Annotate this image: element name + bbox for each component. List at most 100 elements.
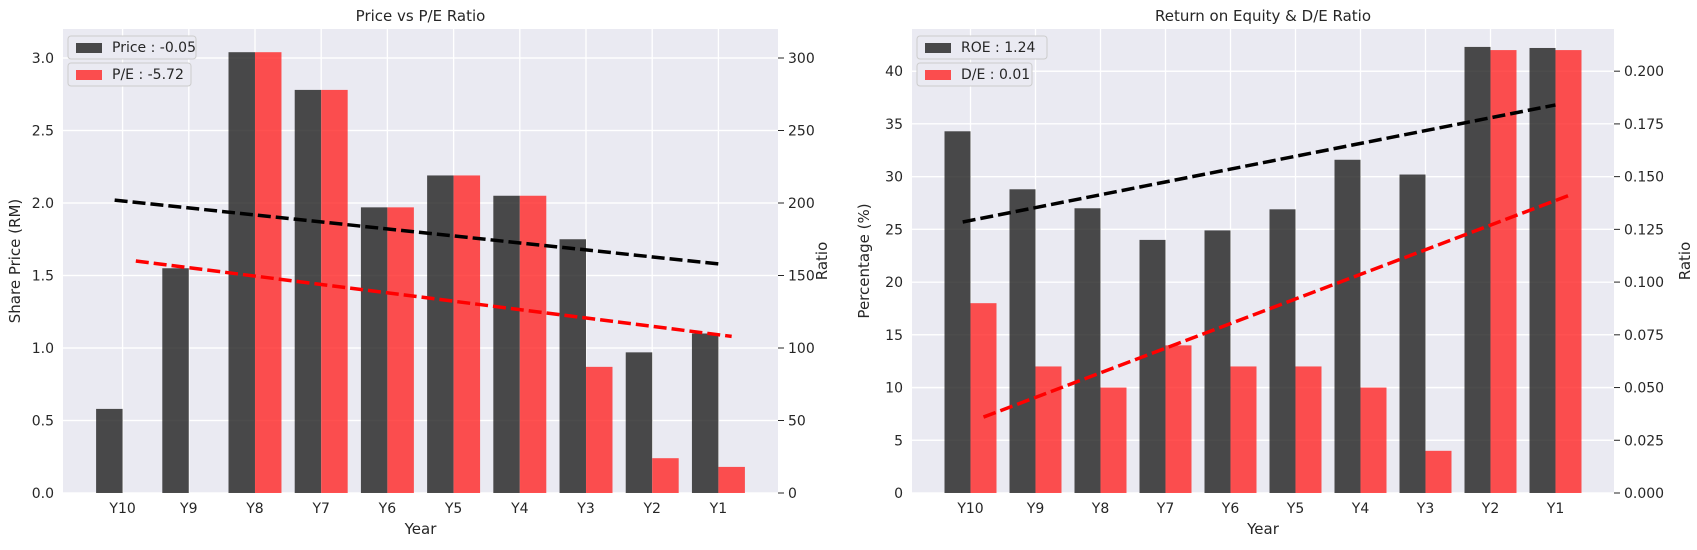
y-tick-label-right: 200	[788, 196, 815, 212]
y-tick-label-right: 0.050	[1624, 381, 1664, 397]
legend-swatch	[76, 43, 102, 53]
legend-secondary: D/E : 0.01	[916, 62, 1033, 87]
x-axis-label: Year	[404, 520, 438, 538]
bar-roe-Y8	[1074, 208, 1101, 494]
bar-de-Y2	[1490, 50, 1517, 493]
chart-panel-2: 0 5 10 15 20 25 30 35 40 0.000 0.025 0.050 0.075 0.10…	[855, 7, 1694, 538]
x-tick-label: Y1	[1546, 501, 1564, 517]
y-tick-label-right: 150	[788, 269, 815, 285]
bar-price-Y4	[493, 195, 520, 493]
legend-secondary: P/E : -5.72	[67, 62, 192, 87]
x-tick-label: Y2	[642, 501, 660, 517]
y-tick-label-left: 25	[885, 222, 903, 238]
y-axis-label-right: Ratio	[813, 242, 831, 281]
y-tick-label-right: 50	[788, 414, 806, 430]
x-tick-label: Y1	[709, 501, 727, 517]
y-tick-label-left: 20	[885, 275, 903, 291]
y-tick-label-right: 250	[788, 124, 815, 140]
x-tick-label: Y2	[1481, 501, 1499, 517]
y-tick-label-left: 10	[885, 381, 903, 397]
y-tick-label-right: 0.175	[1624, 117, 1664, 133]
x-axis-label: Year	[1246, 520, 1280, 538]
bar-de-Y8	[1100, 387, 1127, 493]
y-tick-label-right: 0.200	[1624, 64, 1664, 80]
x-tick-label: Y5	[444, 501, 462, 517]
legend-label: ROE : 1.24	[961, 40, 1035, 56]
bar-price-Y3	[559, 239, 587, 493]
bar-price-Y5	[427, 175, 454, 493]
trend-line-roe	[962, 103, 1556, 224]
bar-roe-Y2	[1464, 46, 1491, 493]
chart-panel-1: 0.0 0.5 1.0 1.5 2.0 2.5 3.0 0 50 100 150 200 250 300 Y…	[6, 7, 831, 538]
bar-pe-Y4	[519, 195, 547, 493]
x-tick-label: Y9	[1026, 501, 1044, 517]
y-tick-label-left: 3.0	[32, 51, 54, 67]
x-tick-label: Y6	[1221, 501, 1240, 517]
y-tick-label-left: 0.5	[32, 414, 54, 430]
y-axis-label-left: Share Price (RM)	[6, 199, 24, 323]
x-tick-label: Y6	[378, 501, 397, 517]
bar-roe-Y5	[1269, 209, 1296, 493]
bar-roe-Y9	[1009, 189, 1036, 494]
bar-price-Y6	[360, 207, 388, 493]
x-tick-label: Y3	[1416, 501, 1434, 517]
y-tick-label-left: 0	[894, 486, 903, 502]
y-axis-label-right: Ratio	[1676, 242, 1694, 281]
legend-primary: ROE : 1.24	[916, 35, 1048, 60]
bar-roe-Y10	[944, 131, 971, 494]
bar-price-Y10	[96, 408, 123, 493]
bar-roe-Y1	[1529, 47, 1556, 494]
x-tick-label: Y10	[108, 501, 135, 517]
trend-line-price	[114, 198, 719, 266]
y-tick-label-right: 0.075	[1624, 328, 1664, 344]
legend-box	[916, 35, 1048, 60]
bar-de-Y7	[1165, 345, 1192, 493]
bar-de-Y5	[1295, 366, 1322, 493]
y-tick-label-left: 5	[894, 433, 903, 449]
y-tick-label-right: 100	[788, 341, 815, 357]
y-tick-label-left: 1.0	[32, 341, 54, 357]
bar-pe-Y8	[254, 52, 282, 493]
x-tick-label: Y7	[1156, 501, 1174, 517]
legend-label: D/E : 0.01	[961, 67, 1030, 83]
bar-price-Y1	[691, 333, 719, 493]
y-tick-label-left: 2.0	[32, 196, 54, 212]
y-tick-label-left: 1.5	[32, 269, 54, 285]
x-tick-label: Y4	[510, 501, 529, 517]
legend-box	[67, 35, 197, 60]
x-tick-label: Y10	[956, 501, 983, 517]
bar-pe-Y3	[586, 366, 613, 493]
bar-de-Y1	[1555, 50, 1582, 493]
y-tick-label-right: 0.100	[1624, 275, 1664, 291]
bar-de-Y4	[1360, 387, 1387, 493]
legend-label: Price : -0.05	[112, 40, 196, 56]
bar-roe-Y7	[1139, 239, 1166, 493]
bar-de-Y9	[1035, 366, 1062, 493]
y-tick-label-left: 30	[885, 170, 903, 186]
legend-box	[67, 62, 192, 87]
y-tick-label-right: 0.025	[1624, 433, 1664, 449]
y-axis-label-left: Percentage (%)	[855, 203, 873, 318]
bar-de-Y6	[1230, 366, 1257, 493]
bar-de-Y3	[1425, 450, 1452, 493]
legend-swatch	[925, 43, 951, 53]
y-tick-label-left: 35	[885, 117, 903, 133]
y-tick-label-right: 0.150	[1624, 170, 1664, 186]
bar-roe-Y4	[1334, 159, 1361, 493]
bar-pe-Y7	[321, 89, 348, 494]
bar-pe-Y6	[387, 207, 414, 493]
bar-pe-Y2	[652, 458, 679, 493]
legend-swatch	[76, 70, 102, 80]
bar-price-Y2	[625, 352, 653, 493]
bar-price-Y9	[162, 268, 189, 493]
x-tick-label: Y8	[245, 501, 263, 517]
bar-pe-Y5	[453, 175, 481, 493]
y-tick-label-right: 0.125	[1624, 222, 1664, 238]
chart-title: Return on Equity & D/E Ratio	[1155, 7, 1371, 25]
x-tick-label: Y3	[576, 501, 594, 517]
x-tick-label: Y9	[179, 501, 197, 517]
x-tick-label: Y4	[1351, 501, 1370, 517]
bar-pe-Y1	[718, 466, 745, 493]
legend-primary: Price : -0.05	[67, 35, 197, 60]
